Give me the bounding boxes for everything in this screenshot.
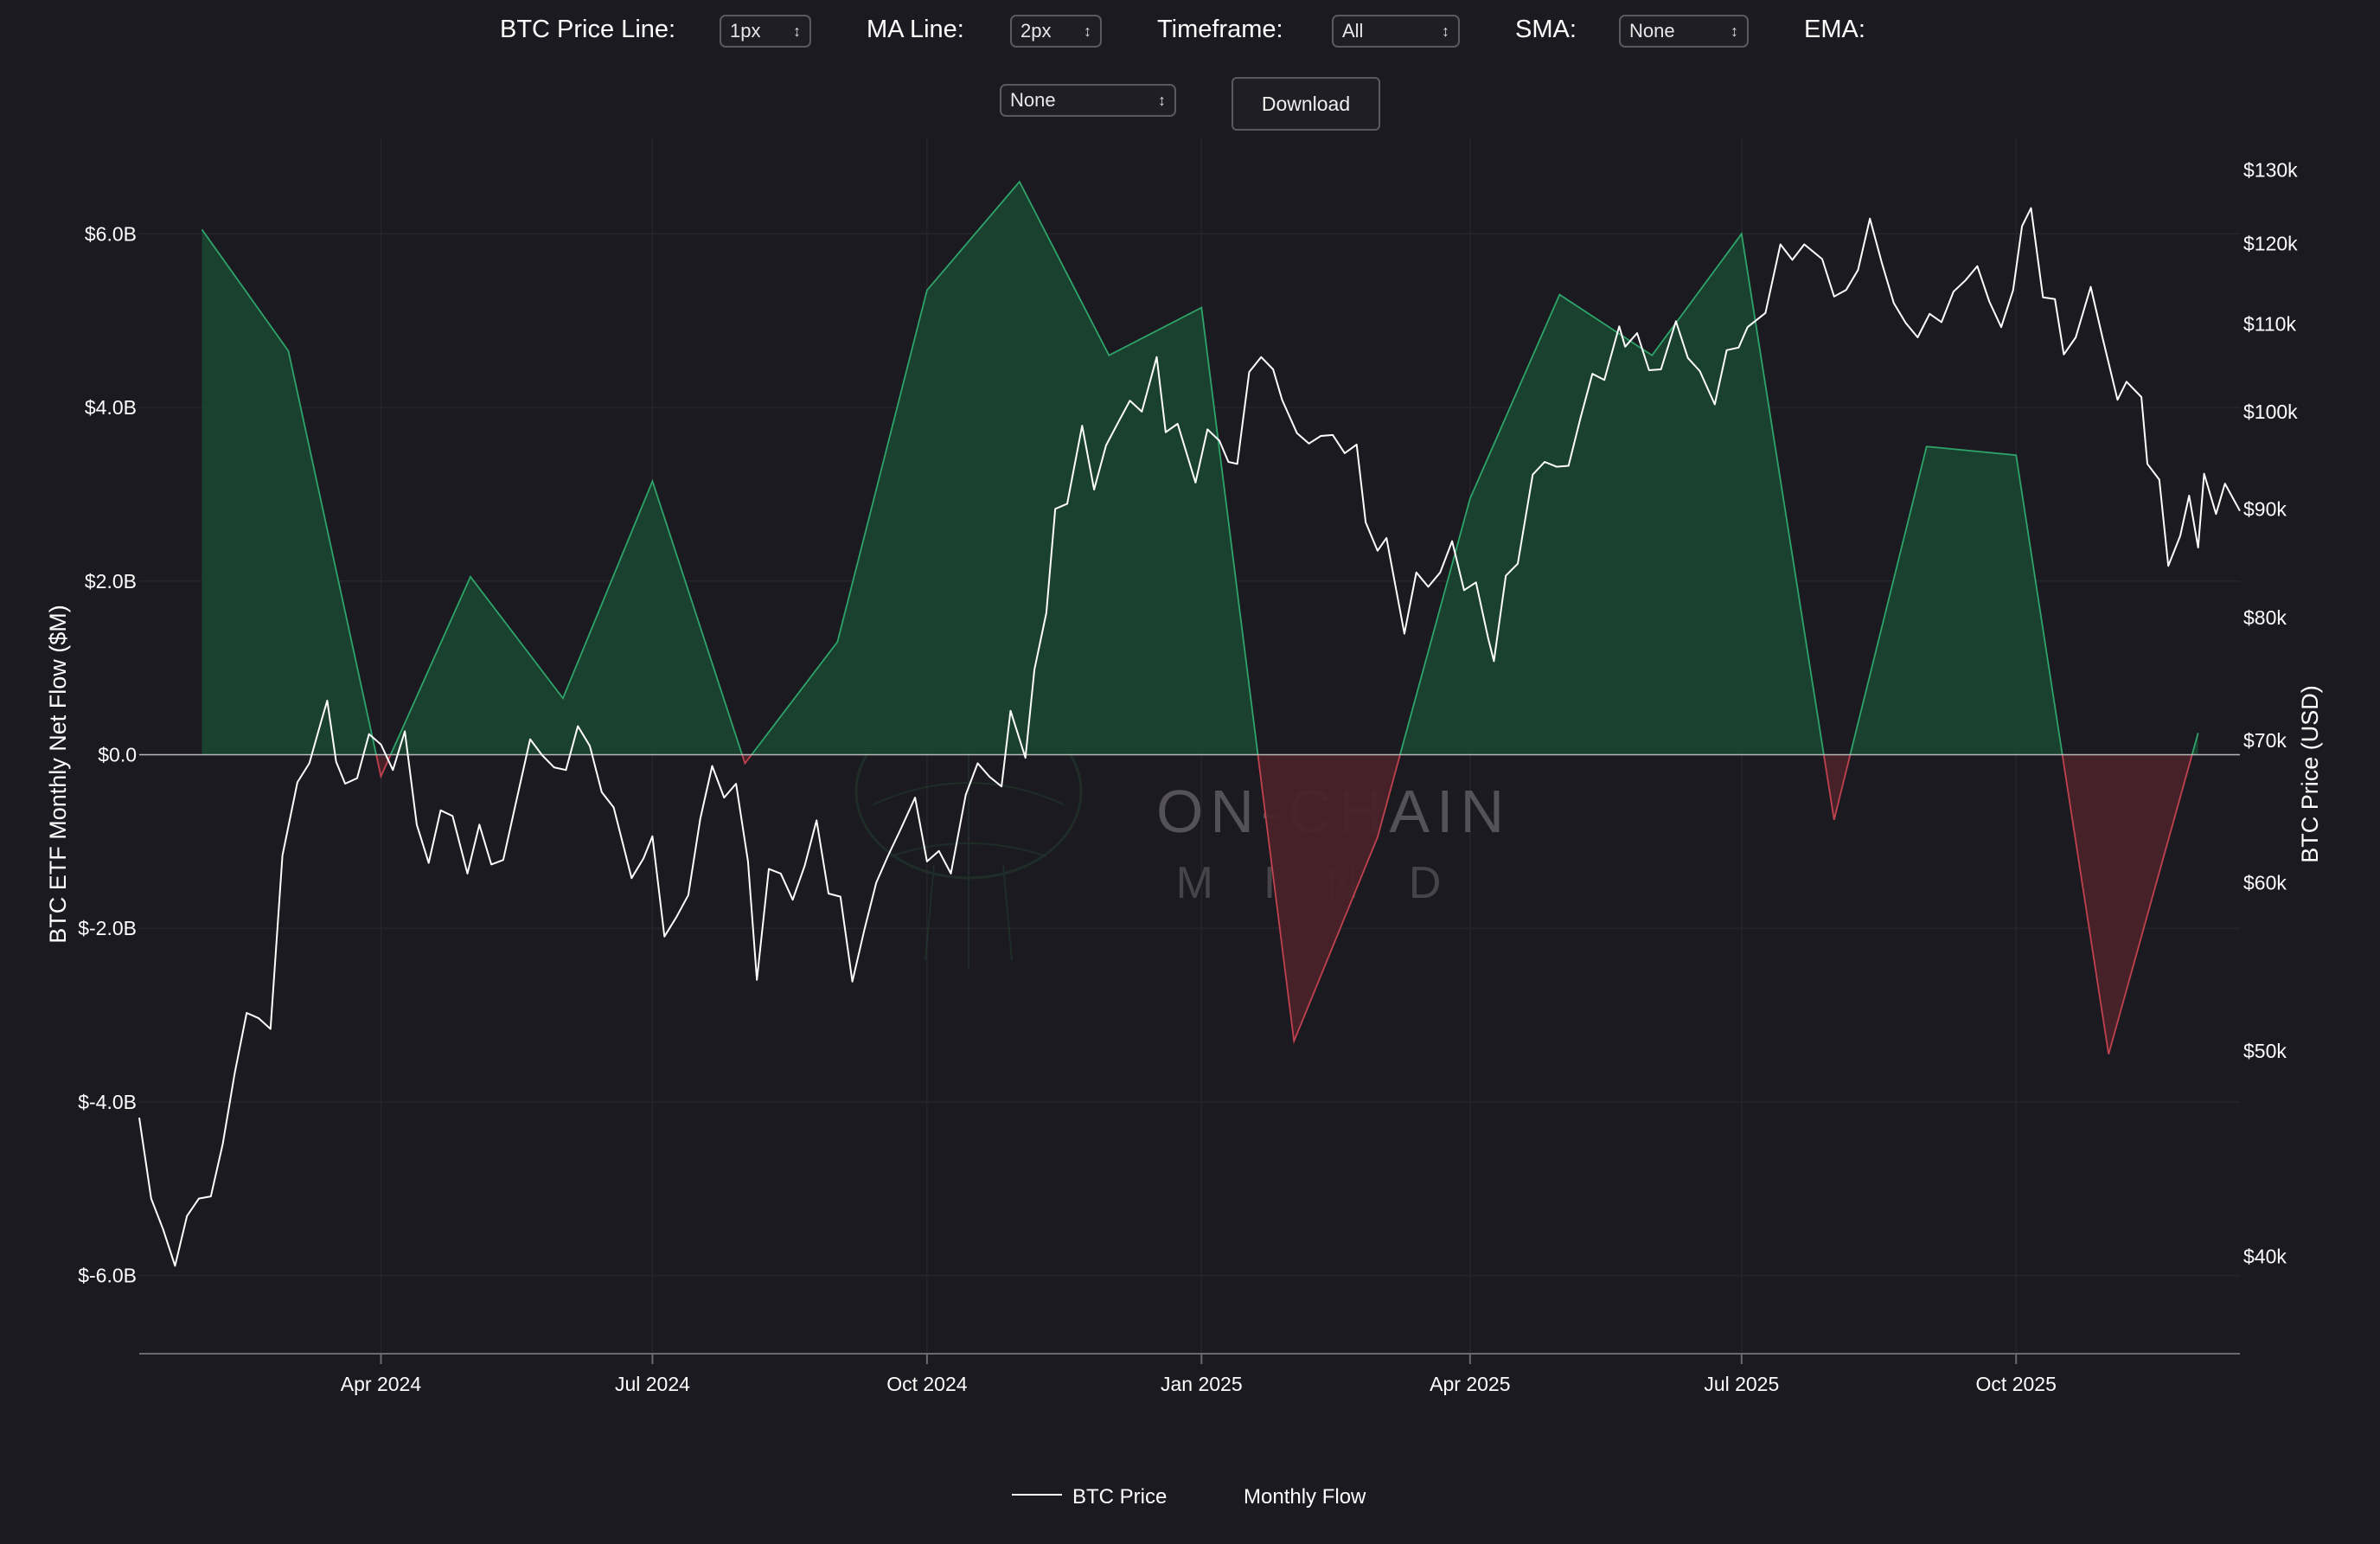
legend-label-btc-price[interactable]: BTC Price (1072, 1485, 1167, 1509)
download-button[interactable]: Download (1232, 77, 1380, 131)
x-tick-label: Jan 2025 (1161, 1373, 1243, 1395)
ema-value: None (1010, 89, 1056, 111)
outflow-line (1257, 754, 1401, 1045)
inflow-line (201, 228, 377, 755)
timeframe-select[interactable]: All ↕ (1332, 15, 1460, 48)
chevron-updown-icon: ↕ (793, 22, 801, 40)
x-axis-ticks: Apr 2024 Jul 2024 Oct 2024 Jan 2025 Apr 2025… (341, 1354, 2057, 1395)
right-tick-label: $80k (2243, 606, 2287, 629)
right-tick-label: $90k (2243, 497, 2287, 520)
outflow-line (2061, 754, 2193, 1054)
chevron-updown-icon: ↕ (1731, 22, 1738, 40)
chart-controls: BTC Price Line: 1px ↕ MA Line: 2px ↕ Tim… (0, 7, 2380, 59)
left-tick-label: $0.0 (98, 744, 137, 766)
inflow-line (1849, 445, 2063, 755)
inflow-area (202, 229, 377, 755)
x-tick-label: Jul 2025 (1704, 1373, 1779, 1395)
btc-price-series (138, 207, 2241, 1267)
inflow-line (751, 180, 1259, 756)
right-tick-label: $50k (2243, 1040, 2287, 1062)
outflow-area (1257, 754, 1400, 1041)
outflow-area (1823, 754, 1851, 820)
right-tick-label: $100k (2243, 400, 2298, 423)
x-tick-label: Jul 2024 (615, 1373, 690, 1395)
right-tick-label: $70k (2243, 729, 2287, 752)
monthly-flow-area (201, 180, 2199, 1054)
right-axis-title: BTC Price (USD) (2297, 685, 2323, 863)
outflow-area (2062, 754, 2192, 1054)
inflow-line (2191, 733, 2199, 755)
left-tick-label: $4.0B (85, 396, 137, 419)
left-tick-label: $-4.0B (78, 1091, 137, 1113)
left-axis-title: BTC ETF Monthly Net Flow ($M) (45, 605, 71, 944)
timeframe-value: All (1342, 20, 1364, 42)
right-axis-ticks: $130k $120k $110k $100k $90k $80k $70k $60k $50k… (2243, 158, 2298, 1267)
legend-label-monthly-flow[interactable]: Monthly Flow (1244, 1485, 1366, 1509)
right-tick-label: $40k (2243, 1246, 2287, 1268)
btc-price-line-select[interactable]: 1px ↕ (720, 15, 811, 48)
left-tick-label: $-6.0B (78, 1265, 137, 1287)
sma-select[interactable]: None ↕ (1619, 15, 1749, 48)
outflow-line (375, 754, 392, 779)
right-tick-label: $130k (2243, 158, 2298, 181)
right-tick-label: $110k (2243, 312, 2296, 335)
x-tick-label: Apr 2024 (341, 1373, 422, 1395)
ma-line-select[interactable]: 2px ↕ (1010, 15, 1102, 48)
inflow-area (1399, 234, 1824, 755)
chevron-updown-icon: ↕ (1084, 22, 1091, 40)
left-axis-ticks: $6.0B $4.0B $2.0B $0.0 $-2.0B $-4.0B $-6.0B (78, 222, 137, 1286)
x-tick-label: Oct 2025 (1976, 1373, 2057, 1395)
ema-label: EMA: (1804, 16, 1865, 43)
sma-value: None (1629, 20, 1675, 42)
x-tick-label: Oct 2024 (886, 1373, 968, 1395)
inflow-area (752, 182, 1258, 755)
ma-line-value: 2px (1020, 20, 1052, 42)
outflow-line (1822, 754, 1852, 820)
timeframe-label: Timeframe: (1157, 16, 1283, 43)
x-tick-label: Apr 2025 (1430, 1373, 1510, 1395)
left-tick-label: $6.0B (85, 222, 137, 245)
chevron-updown-icon: ↕ (1442, 22, 1449, 40)
btc-price-line (138, 207, 2241, 1267)
inflow-area (390, 481, 743, 755)
ma-line-label: MA Line: (867, 16, 964, 43)
legend: BTC Price Monthly Flow (1012, 1485, 1366, 1509)
ema-select[interactable]: None ↕ (1000, 84, 1176, 117)
right-tick-label: $60k (2243, 871, 2287, 894)
sma-label: SMA: (1515, 16, 1577, 43)
inflow-area (1850, 446, 2063, 755)
left-tick-label: $-2.0B (78, 917, 137, 939)
right-tick-label: $120k (2243, 233, 2298, 255)
chart-controls-row-2: None ↕ Download (0, 76, 2380, 131)
inflow-line (389, 478, 743, 755)
outflow-line (741, 753, 752, 766)
chevron-updown-icon: ↕ (1158, 92, 1166, 109)
btc-price-line-label: BTC Price Line: (500, 16, 676, 43)
left-tick-label: $2.0B (85, 570, 137, 593)
btc-price-line-value: 1px (730, 20, 761, 42)
